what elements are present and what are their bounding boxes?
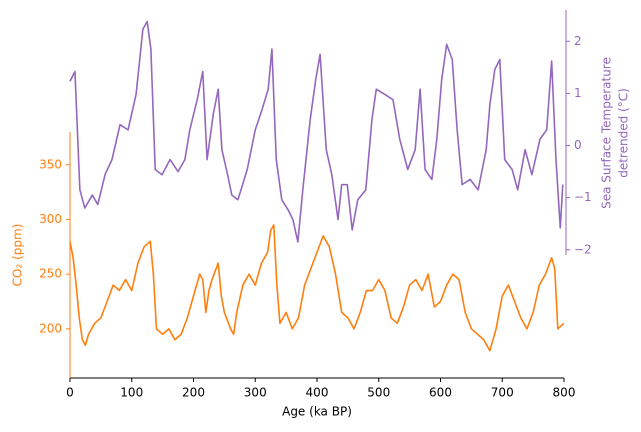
y-tick-label: 300: [39, 212, 62, 226]
x-tick-label: 800: [553, 386, 576, 400]
y2-axis-label: detrended (°C): [617, 88, 631, 178]
y2-tick-label: −2: [574, 242, 592, 256]
y2-tick-label: 0: [574, 138, 582, 152]
y2-tick-label: 2: [574, 34, 582, 48]
y-axis-label: CO₂ (ppm): [11, 224, 25, 287]
x-tick-label: 600: [429, 386, 452, 400]
y-tick-label: 350: [39, 157, 62, 171]
line-series: [69, 224, 565, 352]
x-tick-label: 100: [120, 386, 143, 400]
x-tick-label: 0: [66, 386, 74, 400]
y-tick-label: 250: [39, 267, 62, 281]
x-tick-label: 700: [491, 386, 514, 400]
y2-tick-label: 1: [574, 86, 582, 100]
x-tick-label: 500: [367, 386, 390, 400]
x-tick-label: 400: [306, 386, 329, 400]
x-tick-label: 300: [244, 386, 267, 400]
x-tick-label: 200: [182, 386, 205, 400]
y2-tick-label: −1: [574, 190, 592, 204]
line-series: [69, 20, 564, 243]
y-tick-label: 200: [39, 321, 62, 335]
y2-axis-label: Sea Surface Temperature: [600, 57, 614, 209]
x-axis-label: Age (ka BP): [282, 405, 352, 419]
